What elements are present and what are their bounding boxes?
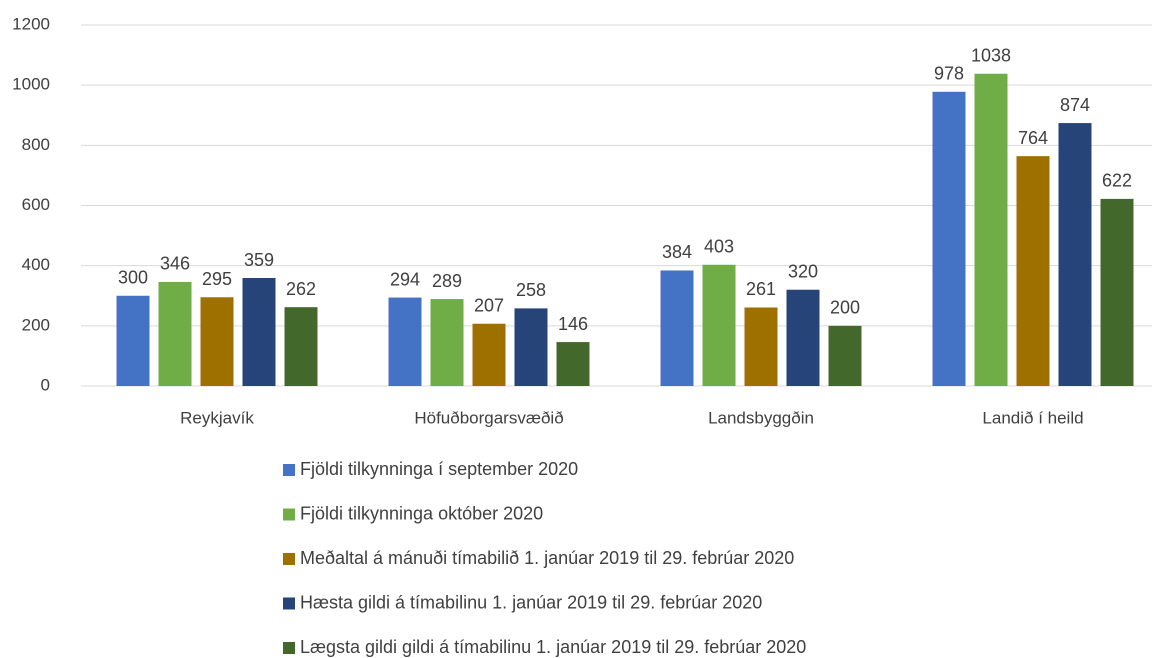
bar: [660, 270, 694, 386]
bar: [472, 323, 506, 386]
legend-label: Lægsta gildi gildi á tímabilinu 1. janúa…: [300, 637, 806, 657]
y-tick-label: 400: [22, 255, 50, 274]
bar: [284, 307, 318, 386]
data-label: 346: [160, 254, 190, 274]
bar: [158, 281, 192, 386]
legend-label: Hæsta gildi á tímabilinu 1. janúar 2019 …: [300, 592, 762, 612]
bar: [242, 278, 276, 386]
data-label: 289: [432, 271, 462, 291]
legend-swatch: [283, 642, 295, 654]
x-tick-label: Höfuðborgarsvæðið: [414, 408, 563, 427]
x-tick-label: Landsbyggðin: [708, 408, 814, 427]
bar: [1016, 156, 1050, 386]
bar: [556, 342, 590, 386]
data-label: 258: [516, 280, 546, 300]
legend-swatch: [283, 597, 295, 610]
bar: [1100, 198, 1134, 386]
data-label: 207: [474, 295, 504, 315]
bar: [744, 307, 778, 386]
data-label: 403: [704, 237, 734, 257]
legend-swatch: [283, 508, 295, 521]
data-label: 200: [830, 298, 860, 318]
legend-swatch: [283, 464, 295, 476]
data-label: 146: [558, 314, 588, 334]
y-tick-label: 1000: [12, 75, 50, 94]
data-label: 300: [118, 268, 148, 288]
legend-label: Meðaltal á mánuði tímabilið 1. janúar 20…: [300, 548, 794, 568]
bar: [116, 295, 150, 386]
data-label: 320: [788, 261, 818, 281]
bar: [430, 299, 464, 386]
bar: [932, 91, 966, 386]
y-tick-label: 1200: [12, 14, 50, 33]
bar: [974, 73, 1008, 387]
x-tick-label: Reykjavík: [180, 408, 254, 427]
data-label: 261: [746, 279, 776, 299]
legend-label: Fjöldi tilkynninga október 2020: [300, 503, 543, 523]
legend-label: Fjöldi tilkynninga í september 2020: [300, 459, 578, 479]
bar: [388, 297, 422, 386]
bar: [514, 308, 548, 386]
data-label: 764: [1018, 128, 1048, 148]
bar: [200, 297, 234, 386]
y-tick-label: 800: [22, 135, 50, 154]
y-tick-label: 0: [41, 375, 50, 394]
y-tick-label: 200: [22, 315, 50, 334]
y-tick-label: 600: [22, 195, 50, 214]
bar: [702, 264, 736, 386]
bar: [786, 289, 820, 386]
data-label: 295: [202, 269, 232, 289]
legend-swatch: [283, 553, 295, 565]
data-label: 1038: [971, 45, 1011, 65]
data-label: 294: [390, 269, 420, 289]
data-label: 978: [934, 64, 964, 84]
data-label: 384: [662, 242, 692, 262]
bar: [1058, 123, 1092, 387]
data-label: 262: [286, 279, 316, 299]
bar: [828, 325, 862, 386]
data-label: 359: [244, 250, 274, 270]
x-tick-label: Landið í heild: [982, 408, 1083, 427]
data-label: 874: [1060, 95, 1090, 115]
data-label: 622: [1102, 171, 1132, 191]
